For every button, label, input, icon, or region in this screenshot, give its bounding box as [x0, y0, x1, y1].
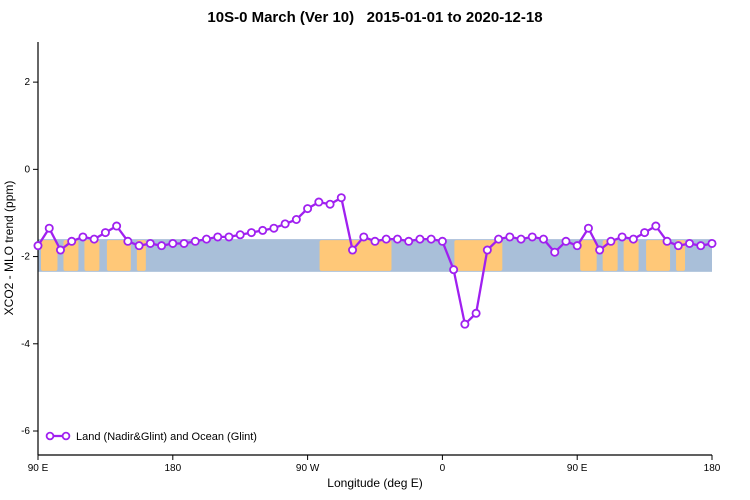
data-point-marker: [370, 236, 380, 246]
data-point-marker: [404, 236, 414, 246]
data-point-marker: [426, 234, 436, 244]
data-point-marker: [494, 234, 504, 244]
data-point-marker: [112, 221, 122, 231]
x-tick-label: 90 E: [567, 463, 588, 474]
map-band-land: [40, 240, 58, 271]
data-point-marker: [269, 223, 279, 233]
map-band-land: [84, 240, 100, 271]
map-band-land: [106, 240, 131, 271]
x-tick-label: 90 W: [296, 463, 320, 474]
data-point-marker: [527, 232, 537, 242]
data-point-marker: [348, 245, 358, 255]
y-tick-label: 0: [24, 164, 30, 175]
legend-marker-icon: [45, 431, 55, 441]
data-point-marker: [415, 234, 425, 244]
data-point-marker: [561, 236, 571, 246]
legend-marker-icon: [61, 431, 71, 441]
map-band-land: [623, 240, 639, 271]
x-axis-title: Longitude (deg E): [327, 476, 422, 490]
data-point-marker: [246, 228, 256, 238]
data-point-marker: [67, 236, 77, 246]
data-point-marker: [291, 214, 301, 224]
data-point-marker: [280, 219, 290, 229]
data-point-marker: [595, 245, 605, 255]
x-tick-label: 0: [440, 463, 446, 474]
data-point-marker: [325, 199, 335, 209]
data-point-marker: [213, 232, 223, 242]
data-point-marker: [505, 232, 515, 242]
chart-title: 10S-0 March (Ver 10) 2015-01-01 to 2020-…: [207, 9, 542, 26]
data-point-marker: [696, 241, 706, 251]
data-point-marker: [44, 223, 54, 233]
data-point-marker: [359, 232, 369, 242]
data-point-marker: [662, 236, 672, 246]
map-band-land: [454, 240, 503, 271]
data-point-marker: [640, 228, 650, 238]
data-point-marker: [707, 238, 717, 248]
map-band-land: [580, 240, 597, 271]
data-point-marker: [100, 228, 110, 238]
data-point-marker: [303, 204, 313, 214]
data-point-marker: [651, 221, 661, 231]
x-tick-label: 90 E: [28, 463, 49, 474]
y-tick-label: -2: [21, 252, 30, 263]
data-point-marker: [190, 236, 200, 246]
data-point-marker: [157, 241, 167, 251]
data-point-marker: [392, 234, 402, 244]
x-tick-label: 180: [164, 463, 181, 474]
data-point-marker: [235, 230, 245, 240]
data-point-marker: [314, 197, 324, 207]
x-tick-label: 180: [704, 463, 721, 474]
data-point-marker: [381, 234, 391, 244]
map-band-land: [319, 240, 392, 271]
data-point-marker: [482, 245, 492, 255]
legend-label: Land (Nadir&Glint) and Ocean (Glint): [76, 431, 257, 443]
data-point-marker: [685, 238, 695, 248]
data-point-marker: [606, 236, 616, 246]
data-point-marker: [628, 234, 638, 244]
data-point-marker: [258, 225, 268, 235]
y-axis-title: XCO2 - MLO trend (ppm): [2, 181, 16, 316]
map-band-land: [602, 240, 618, 271]
axes: 90 E 180 90 W 0 90 E 180 2 0 -2 -4 -6: [21, 42, 721, 474]
data-series: [33, 193, 717, 329]
data-point-marker: [449, 265, 459, 275]
y-tick-label: -4: [21, 339, 30, 350]
data-point-marker: [123, 236, 133, 246]
data-point-marker: [168, 238, 178, 248]
data-point-marker: [516, 234, 526, 244]
data-point-marker: [437, 236, 447, 246]
data-point-marker: [78, 232, 88, 242]
data-point-marker: [201, 234, 211, 244]
data-point-marker: [134, 241, 144, 251]
y-tick-label: -6: [21, 426, 30, 437]
data-point-marker: [224, 232, 234, 242]
data-point-marker: [460, 319, 470, 329]
data-point-marker: [583, 223, 593, 233]
data-point-marker: [539, 234, 549, 244]
data-point-marker: [617, 232, 627, 242]
legend: Land (Nadir&Glint) and Ocean (Glint): [45, 431, 257, 443]
data-point-marker: [572, 241, 582, 251]
y-tick-label: 2: [24, 77, 30, 88]
data-point-marker: [55, 245, 65, 255]
map-band-land: [63, 240, 79, 271]
data-point-marker: [673, 241, 683, 251]
data-point-marker: [145, 238, 155, 248]
data-point-marker: [89, 234, 99, 244]
map-band-land: [646, 240, 671, 271]
data-point-marker: [33, 241, 43, 251]
data-point-marker: [550, 247, 560, 257]
data-point-marker: [336, 193, 346, 203]
data-point-marker: [471, 308, 481, 318]
data-point-marker: [179, 238, 189, 248]
